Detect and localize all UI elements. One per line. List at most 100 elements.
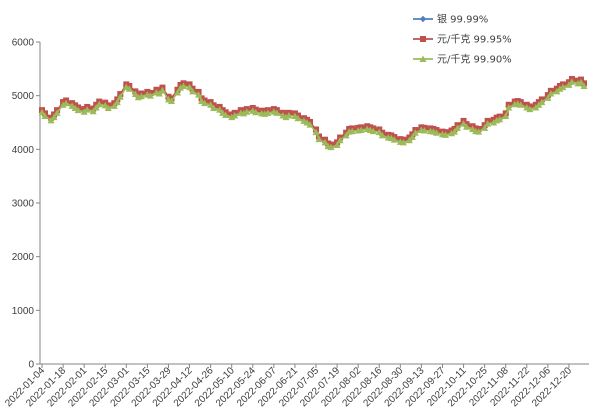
y-tick-label: 2000 [12, 252, 35, 263]
data-point [252, 108, 260, 116]
data-point [216, 106, 224, 113]
data-point [273, 109, 281, 116]
data-point [505, 103, 513, 111]
data-point [568, 78, 576, 85]
data-point [167, 97, 175, 105]
data-point [481, 124, 489, 131]
data-point [375, 128, 383, 136]
data-point [544, 94, 552, 101]
data-point [463, 123, 471, 130]
data-point [180, 82, 188, 90]
data-point [538, 98, 546, 106]
data-point [348, 127, 356, 135]
data-point [189, 87, 197, 95]
data-point [104, 104, 112, 112]
data-point [369, 127, 377, 135]
legend-label: 元/千克 99.95% [437, 34, 512, 46]
x-axis: 2022-01-042022-01-182022-02-012022-02-15… [3, 363, 589, 409]
y-tick-label: 0 [28, 360, 34, 371]
data-point [580, 82, 588, 90]
data-point [408, 133, 416, 140]
data-point [420, 127, 428, 134]
legend-entry: 元/千克 99.95% [413, 34, 512, 46]
y-tick-label: 3000 [12, 199, 35, 210]
data-point [559, 83, 567, 91]
data-point [231, 112, 239, 119]
data-point [83, 106, 91, 113]
data-point [390, 136, 398, 143]
plot-area [38, 76, 588, 151]
data-point [547, 90, 555, 97]
data-point [89, 107, 97, 115]
data-point [222, 111, 230, 118]
y-tick-label: 5000 [12, 91, 35, 102]
data-point [113, 98, 121, 106]
data-point [484, 120, 492, 127]
legend-marker [419, 55, 427, 62]
data-point [74, 106, 82, 114]
data-point [80, 108, 88, 115]
data-point [174, 88, 181, 96]
data-point [294, 114, 302, 122]
data-point [411, 129, 419, 136]
data-point [210, 104, 218, 112]
data-point [357, 126, 365, 134]
data-point [53, 109, 61, 116]
data-point [50, 113, 58, 121]
data-point [432, 129, 440, 136]
data-point [243, 108, 251, 115]
y-tick-label: 1000 [12, 306, 35, 317]
data-point [110, 102, 118, 109]
legend-entry: 银 99.99% [413, 13, 488, 26]
data-point [62, 99, 70, 107]
data-point [195, 91, 203, 98]
data-point [312, 128, 320, 136]
data-point [490, 119, 498, 126]
data-point [502, 112, 510, 120]
data-point [137, 92, 145, 100]
legend-entry: 元/千克 99.90% [413, 54, 512, 66]
data-point [125, 85, 133, 92]
y-tick-label: 4000 [12, 145, 35, 156]
data-point [201, 99, 209, 107]
legend-marker [419, 15, 427, 23]
data-point [306, 121, 314, 128]
data-point [441, 131, 449, 138]
data-point [333, 141, 341, 149]
series-silver-9995 [39, 76, 587, 148]
data-point [101, 101, 109, 109]
data-point [186, 83, 194, 91]
data-point [336, 136, 344, 144]
data-point [315, 135, 323, 143]
data-point [327, 143, 335, 151]
data-point [264, 109, 272, 116]
legend-label: 元/千克 99.90% [437, 54, 512, 66]
data-point [378, 131, 386, 139]
legend-label: 银 99.99% [437, 13, 488, 26]
data-point [38, 108, 46, 116]
data-point [116, 93, 124, 100]
data-point [475, 128, 483, 135]
data-point [460, 120, 468, 127]
data-point [285, 112, 293, 119]
data-point [131, 90, 139, 98]
data-point [399, 138, 407, 146]
data-point [158, 86, 166, 94]
series-silver-9990 [38, 78, 588, 151]
data-point [577, 78, 585, 86]
data-point [207, 101, 215, 108]
data-point [496, 115, 504, 123]
data-point [95, 100, 103, 108]
legend: 银 99.99% 元/千克 99.95% 元/千克 99.90% [413, 13, 512, 66]
data-point [342, 131, 350, 139]
y-axis: 0 1000 2000 3000 4000 5000 6000 [12, 38, 41, 371]
data-point [451, 128, 459, 135]
data-point [41, 112, 49, 120]
data-point [517, 101, 525, 108]
data-point [526, 105, 534, 113]
data-point [454, 124, 462, 131]
data-point [321, 138, 329, 146]
y-tick-label: 6000 [12, 38, 35, 49]
legend-marker [420, 36, 426, 42]
